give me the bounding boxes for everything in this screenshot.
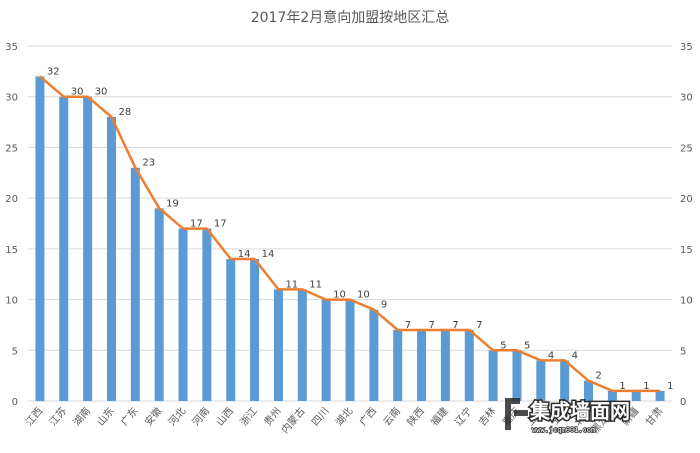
y-tick-label-right: 5 [680,346,686,357]
category-label: 浙江 [238,405,260,428]
data-label: 1 [667,381,673,392]
bar [369,309,379,401]
watermark-brand: 集成墙面网 [529,399,630,423]
bar [83,96,93,401]
data-label: 11 [285,279,298,290]
category-label: 广东 [118,405,141,429]
y-tick-label-right: 15 [680,245,693,256]
bar [512,350,522,401]
bar [584,380,594,401]
y-tick-label-left: 0 [12,397,18,408]
y-tick-label-right: 25 [680,143,693,154]
data-label: 14 [262,249,275,260]
data-label: 1 [643,381,649,392]
bar [59,96,69,401]
bar [35,76,45,401]
bar [321,299,331,401]
data-label: 1 [619,381,625,392]
y-tick-label-left: 5 [12,346,18,357]
bar [106,117,116,401]
category-label: 河南 [189,405,212,429]
bar [250,259,260,401]
category-label: 辽宁 [452,405,475,429]
data-label: 4 [548,350,554,361]
category-label: 河北 [166,405,188,428]
y-tick-label-left: 10 [5,296,18,307]
bar [130,167,140,401]
bar [273,289,283,401]
data-label: 9 [381,300,387,311]
bar [488,350,498,401]
category-label: 山西 [214,405,236,428]
bar [297,289,307,401]
data-label: 19 [166,198,179,209]
data-label: 7 [429,320,435,331]
y-tick-label-right: 10 [680,296,693,307]
category-label: 湖南 [70,405,93,429]
category-label: 吉林 [476,405,499,429]
bar [178,228,188,401]
category-label: 湖北 [333,405,355,428]
data-label: 32 [47,66,60,77]
category-label: 贵州 [261,405,284,429]
category-label: 内蒙古 [278,405,307,436]
watermark-logo-icon [505,398,528,430]
y-tick-label-left: 30 [5,93,18,104]
bar [607,390,617,401]
data-label: 30 [95,87,108,98]
category-label: 山东 [94,405,117,429]
y-tick-label-left: 35 [5,42,18,53]
bar [226,259,236,401]
bar [536,360,546,401]
y-tick-label-left: 15 [5,245,18,256]
bar [154,208,164,401]
data-label: 17 [214,219,227,230]
data-label: 17 [190,219,203,230]
data-label: 14 [238,249,251,260]
data-label: 5 [524,340,530,351]
data-label: 10 [357,290,370,301]
data-label: 7 [452,320,458,331]
y-tick-label-left: 25 [5,143,18,154]
bar [655,390,665,401]
category-label: 甘肃 [643,405,666,429]
y-tick-label-right: 30 [680,93,693,104]
bar [631,390,641,401]
category-label: 江西 [23,405,45,428]
bar [417,330,427,401]
data-label: 28 [118,107,131,118]
bar [393,330,403,401]
category-label: 云南 [380,405,403,429]
y-tick-label-left: 20 [5,194,18,205]
category-label: 福建 [428,405,451,429]
category-label: 广西 [357,405,379,428]
bar [464,330,474,401]
bar [560,360,570,401]
category-label: 陕西 [404,405,427,429]
data-label: 5 [500,340,506,351]
bar [345,299,355,401]
category-label: 四川 [310,406,331,428]
data-label: 10 [333,290,346,301]
y-tick-label-right: 0 [680,397,686,408]
chart-title: 2017年2月意向加盟按地区汇总 [251,9,450,26]
data-label: 7 [405,320,411,331]
data-label: 2 [596,371,602,382]
data-label: 11 [309,279,322,290]
data-label: 23 [142,158,155,169]
y-tick-label-right: 35 [680,42,693,53]
watermark-url: www.jcqm001.com [532,426,595,434]
data-label: 4 [572,350,578,361]
bar [202,228,212,401]
data-label: 7 [476,320,482,331]
category-label: 江苏 [46,405,69,429]
bar [440,330,450,401]
line-series [39,75,661,393]
data-label: 30 [71,87,84,98]
y-tick-label-right: 20 [680,194,693,205]
category-label: 安徽 [142,405,165,429]
